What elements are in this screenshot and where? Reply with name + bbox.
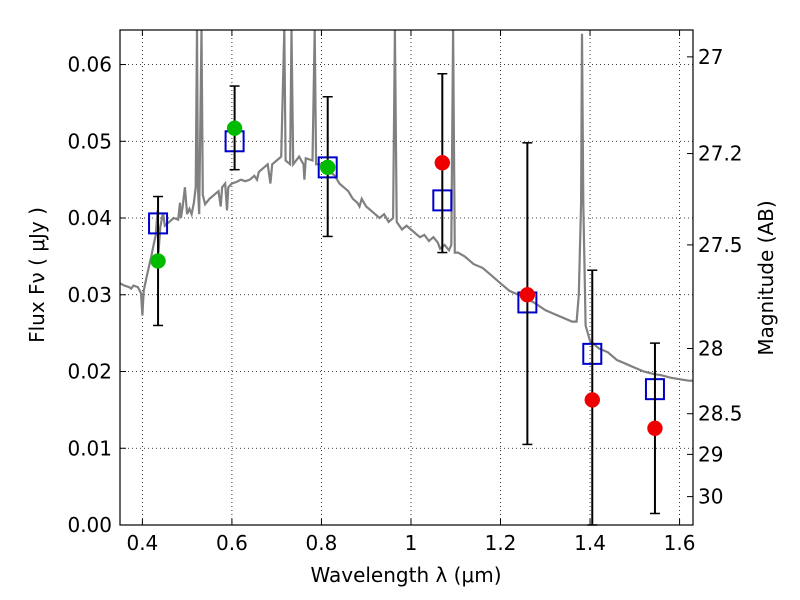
- right-tick-label: 28.5: [698, 402, 743, 426]
- right-tick-label: 28: [698, 336, 723, 360]
- x-tick-label: 1.6: [664, 531, 696, 555]
- model-sed-line: [120, 30, 693, 382]
- right-tick-label: 27: [698, 45, 723, 69]
- data-point: [150, 253, 166, 269]
- plot-area: [120, 30, 693, 526]
- data-point: [519, 287, 536, 303]
- right-tick-label: 27.2: [698, 142, 743, 166]
- right-tick-label: 29: [698, 442, 723, 466]
- x-tick-label: 0.4: [126, 531, 158, 555]
- data-point: [584, 392, 601, 408]
- ticks: 0.4 0.6 0.8 1 1.2 1.4 1.6 0.00 0.01 0.02 0.03 0.04 0…: [67, 30, 743, 555]
- data-point: [647, 420, 663, 437]
- x-tick-label: 0.8: [306, 531, 338, 555]
- data-point: [434, 155, 451, 171]
- x-tick-label: 1.4: [574, 531, 606, 555]
- x-tick-label: 0.6: [216, 531, 248, 555]
- data-point: [319, 159, 336, 176]
- x-tick-label: 1: [405, 531, 418, 555]
- y-tick-label: 0.04: [67, 206, 112, 230]
- y-tick-label: 0.00: [67, 513, 112, 537]
- right-tick-label: 30: [698, 485, 723, 509]
- y-axis-label: Flux Fν ( μJy ): [25, 207, 49, 343]
- right-axis-label: Magnitude (AB): [754, 200, 778, 355]
- plot-frame: [119, 29, 694, 526]
- x-tick-label: 1.2: [485, 531, 517, 555]
- y-tick-label: 0.06: [67, 53, 112, 77]
- grid: [120, 30, 693, 526]
- x-axis-label: Wavelength λ (μm): [310, 563, 501, 587]
- right-tick-label: 27.5: [698, 233, 743, 257]
- y-tick-label: 0.02: [67, 360, 112, 384]
- y-tick-label: 0.05: [67, 129, 112, 153]
- y-tick-label: 0.01: [67, 436, 112, 460]
- data-point: [226, 120, 243, 136]
- y-tick-label: 0.03: [67, 283, 112, 307]
